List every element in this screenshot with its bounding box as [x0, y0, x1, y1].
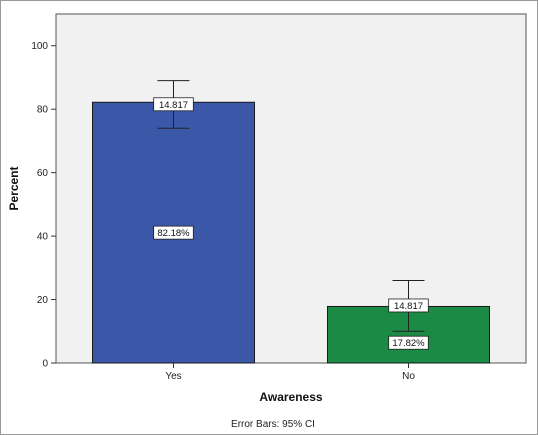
y-axis: 0 20 40 60 80 100 — [31, 41, 56, 370]
y-tick-label: 40 — [37, 232, 49, 243]
data-label: 17.82% — [392, 338, 425, 349]
x-axis: Yes No — [165, 363, 415, 382]
error-value-label-box — [388, 298, 429, 313]
x-tick-label: Yes — [165, 371, 181, 382]
y-tick-label: 60 — [37, 168, 49, 179]
y-tick-label: 0 — [42, 359, 48, 370]
x-tick-label: No — [402, 371, 415, 382]
error-value-label-box — [153, 97, 194, 112]
data-label-box — [153, 225, 194, 240]
y-axis-title: Percent — [7, 166, 21, 210]
data-label-box — [388, 335, 429, 350]
y-tick-label: 80 — [37, 105, 49, 116]
x-axis-title: Awareness — [259, 390, 322, 404]
data-label: 82.18% — [157, 228, 190, 239]
error-value-label: 14.817 — [394, 301, 423, 312]
error-bar-footnote: Error Bars: 95% CI — [231, 419, 315, 430]
y-tick-label: 20 — [37, 295, 49, 306]
error-value-label: 14.817 — [159, 100, 188, 111]
bars: 14.817 82.18% 14.817 17.82% — [92, 80, 490, 364]
y-tick-label: 100 — [31, 41, 48, 52]
